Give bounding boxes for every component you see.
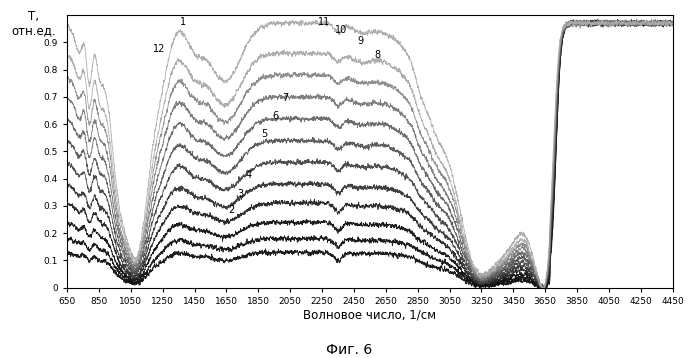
Text: 12: 12 [153,44,166,54]
Y-axis label: T,
отн.ед.: T, отн.ед. [11,10,56,38]
Text: 2: 2 [228,205,234,215]
Text: 11: 11 [317,17,330,27]
Text: 9: 9 [357,36,363,46]
Text: Фиг. 6: Фиг. 6 [326,343,373,357]
Text: 6: 6 [273,111,279,121]
Text: 4: 4 [246,170,252,180]
Text: 8: 8 [375,49,381,59]
X-axis label: Волновое число, 1/см: Волновое число, 1/см [303,309,436,321]
Text: 7: 7 [282,93,289,103]
Text: 1: 1 [180,17,187,27]
Text: 10: 10 [335,25,347,35]
Text: 5: 5 [261,129,268,139]
Text: 3: 3 [238,189,244,199]
